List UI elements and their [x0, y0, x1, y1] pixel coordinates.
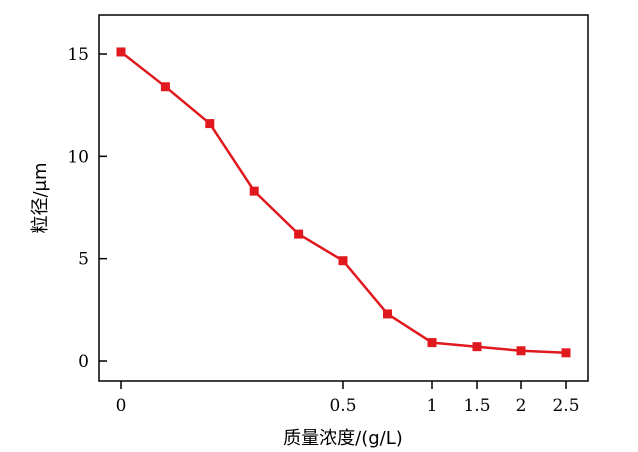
y-tick-label-1: 5 [78, 250, 89, 270]
data-point-9 [516, 346, 526, 356]
x-tick-label-0: 0 [116, 396, 127, 416]
x-tick-label-3: 1.5 [463, 396, 490, 416]
x-tick-label-4: 2 [516, 396, 527, 416]
data-point-0 [116, 47, 126, 57]
y-tick-label-0: 0 [78, 352, 89, 372]
y-axis: 0 5 10 15 [67, 45, 107, 372]
y-tick-label-2: 10 [67, 147, 89, 167]
y-tick-label-3: 15 [67, 45, 89, 65]
data-point-8 [472, 342, 482, 352]
data-point-2 [205, 119, 215, 129]
series-line [120, 51, 567, 355]
data-point-10 [561, 348, 571, 358]
x-axis-title: 质量浓度/(g/L) [283, 428, 403, 449]
data-point-4 [294, 229, 304, 239]
x-tick-label-5: 2.5 [552, 396, 579, 416]
data-point-3 [249, 186, 259, 196]
y-axis-title: 粒径/μm [30, 162, 51, 233]
x-axis: 0 0.5 1 1.5 2 2.5 [116, 381, 580, 416]
data-point-1 [160, 82, 170, 92]
data-point-7 [427, 338, 437, 348]
x-tick-label-2: 1 [427, 396, 438, 416]
series-markers [116, 47, 571, 358]
data-point-6 [383, 309, 392, 319]
x-tick-label-1: 0.5 [329, 396, 356, 416]
data-point-5 [338, 256, 348, 266]
plot-area-frame [98, 14, 589, 382]
